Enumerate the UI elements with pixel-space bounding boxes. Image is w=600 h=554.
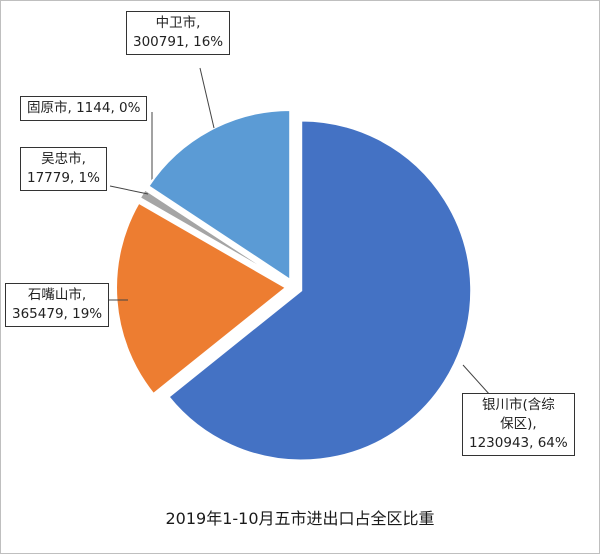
pie-slice-zhongwei <box>147 108 292 282</box>
data-label-shizuishan: 石嘴山市, 365479, 19% <box>5 283 110 327</box>
data-label-text: 17779, 1% <box>27 170 100 186</box>
pie-slice-guyuan <box>143 187 288 284</box>
leader-line-wuzhong <box>109 185 149 195</box>
pie-slice-yinchuan <box>167 119 473 462</box>
chart-title: 2019年1-10月五市进出口占全区比重 <box>165 509 435 528</box>
data-label-text: 石嘴山市, <box>27 287 87 303</box>
data-label-wuzhong: 吴忠市, 17779, 1% <box>20 147 107 191</box>
data-label-text: 中卫市, <box>155 15 201 31</box>
leader-line-zhongwei <box>199 67 215 129</box>
data-label-text: 吴忠市, <box>41 151 86 167</box>
data-label-text: 365479, 19% <box>12 306 103 322</box>
data-label-text: 银川市(含综 <box>481 397 555 413</box>
data-label-text: 保区), <box>500 416 537 432</box>
pie-slice-shizuishan <box>115 201 288 396</box>
data-label-zhongwei: 中卫市, 300791, 16% <box>126 11 231 55</box>
data-label-guyuan: 固原市, 1144, 0% <box>20 96 148 121</box>
leader-line-yinchuan <box>462 364 491 396</box>
data-label-yinchuan: 银川市(含综 保区), 1230943, 64% <box>462 393 575 456</box>
data-label-text: 1230943, 64% <box>469 435 568 451</box>
data-label-text: 300791, 16% <box>133 34 224 50</box>
data-label-text: 固原市, 1144, 0% <box>27 100 141 116</box>
